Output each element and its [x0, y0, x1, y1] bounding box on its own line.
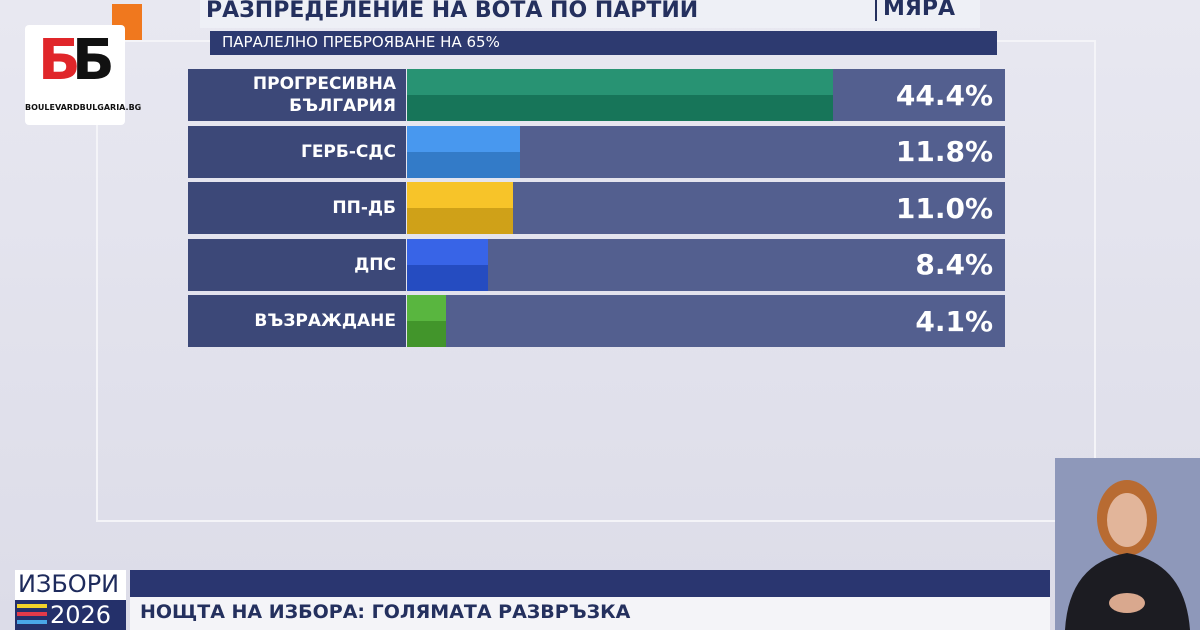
source: МЯРА: [875, 0, 955, 21]
headline-box: [130, 597, 1050, 630]
logo-letter: Б: [72, 28, 115, 93]
value-label: 11.0%: [895, 191, 993, 225]
category-label: ДПС: [188, 238, 406, 291]
headline: НОЩТА НА ИЗБОРА: ГОЛЯМАТА РАЗВРЪЗКА: [140, 601, 631, 623]
value-label: 4.1%: [915, 304, 993, 338]
category-label: ГЕРБ-СДС: [188, 125, 406, 178]
year-box: [15, 600, 126, 630]
news-band: [130, 570, 1050, 597]
bar: [407, 295, 447, 347]
value-label: 44.4%: [895, 78, 993, 112]
title-box: [200, 0, 980, 28]
category-label: ПРОГРЕСИВНА БЪЛГАРИЯ: [188, 69, 406, 121]
category-label: ВЪЗРАЖДАНЕ: [188, 295, 406, 347]
logo-letter: Б: [38, 28, 81, 93]
chart-subtitle: ПАРАЛЕЛНО ПРЕБРОЯВАНЕ НА 65%: [222, 33, 500, 51]
subtitle-box: [210, 31, 997, 55]
bar-track: [407, 238, 1005, 291]
bar: [407, 69, 834, 121]
chart-title: РАЗПРЕДЕЛЕНИЕ НА ВОТА ПО ПАРТИИ: [206, 0, 699, 23]
interpreter-figure: [1065, 480, 1190, 630]
logo-box: [25, 25, 125, 125]
bar-track: [407, 295, 1005, 347]
value-label: 11.8%: [895, 135, 993, 168]
bar: [407, 238, 488, 291]
value-label: 8.4%: [915, 248, 993, 281]
bar: [407, 125, 521, 178]
election-box: [15, 570, 126, 600]
sign-interpreter: [1055, 458, 1200, 630]
election-label: ИЗБОРИ: [18, 570, 120, 598]
year-label: 2026: [50, 601, 112, 629]
bar: [407, 182, 513, 234]
logo-site: BOULEVARDBULGARIA.BG: [25, 103, 142, 112]
category-label: ПП-ДБ: [188, 182, 406, 234]
